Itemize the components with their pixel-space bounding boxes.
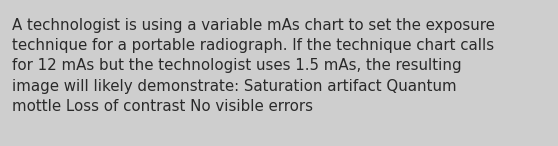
Text: A technologist is using a variable mAs chart to set the exposure
technique for a: A technologist is using a variable mAs c… — [12, 18, 495, 114]
